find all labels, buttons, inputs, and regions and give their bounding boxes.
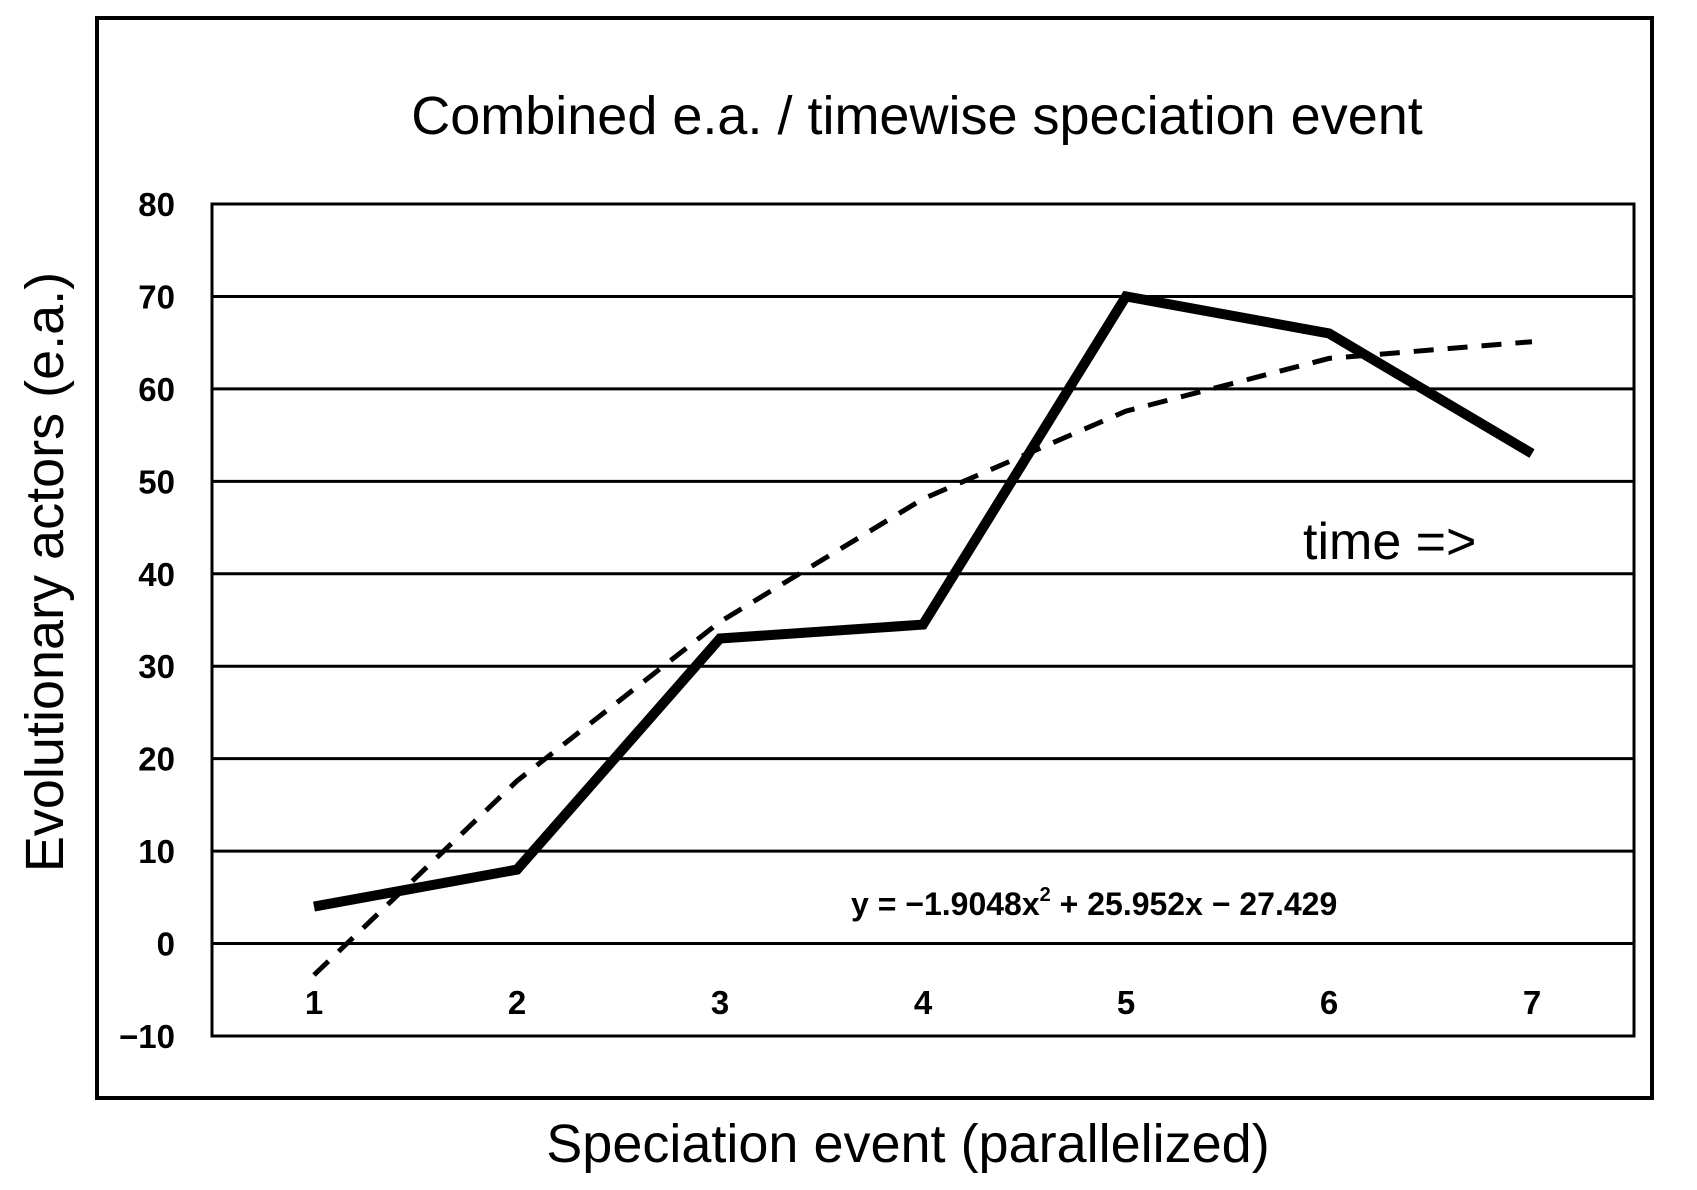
x-tick-label: 1: [305, 984, 323, 1021]
trendline-dashed: [312, 339, 1533, 977]
y-tick-label: 20: [138, 741, 175, 778]
x-tick-label: 3: [711, 984, 729, 1021]
chart-frame: [95, 16, 1654, 1100]
series-line-solid: [313, 290, 1535, 912]
y-tick-label: 30: [138, 648, 175, 685]
y-tick-label: 50: [138, 463, 175, 500]
time-arrow-annotation: time =>: [1303, 513, 1476, 571]
y-tick-label: 0: [157, 926, 175, 963]
y-tick-label: 10: [138, 833, 175, 870]
y-tick-label: −10: [119, 1018, 175, 1055]
x-axis-label: Speciation event (parallelized): [546, 1114, 1269, 1174]
plot-area: [210, 202, 1636, 1038]
equation-prefix: y = −1.9048x: [851, 886, 1040, 922]
trendline-equation: y = −1.9048x2 + 25.952x − 27.429: [851, 884, 1337, 922]
chart-title: Combined e.a. / timewise speciation even…: [411, 86, 1423, 146]
y-tick-label: 70: [138, 278, 175, 315]
y-tick-label: 40: [138, 556, 175, 593]
equation-suffix: + 25.952x − 27.429: [1051, 886, 1337, 922]
y-tick-labels: 80 70 60 50 40 30 20 10 0 −10: [119, 186, 175, 1055]
x-tick-label: 5: [1117, 984, 1135, 1021]
gridlines: [212, 294, 1634, 946]
series-group: [312, 290, 1535, 977]
y-tick-label: 60: [138, 371, 175, 408]
x-tick-label: 2: [508, 984, 526, 1021]
x-tick-label: 6: [1320, 984, 1338, 1021]
equation-exponent: 2: [1040, 884, 1051, 906]
x-tick-label: 7: [1523, 984, 1541, 1021]
x-tick-label: 4: [914, 984, 933, 1021]
y-axis-label: Evolutionary actors (e.a.): [15, 272, 75, 872]
x-tick-labels: 1 2 3 4 5 6 7: [305, 984, 1541, 1021]
y-tick-label: 80: [138, 186, 175, 223]
